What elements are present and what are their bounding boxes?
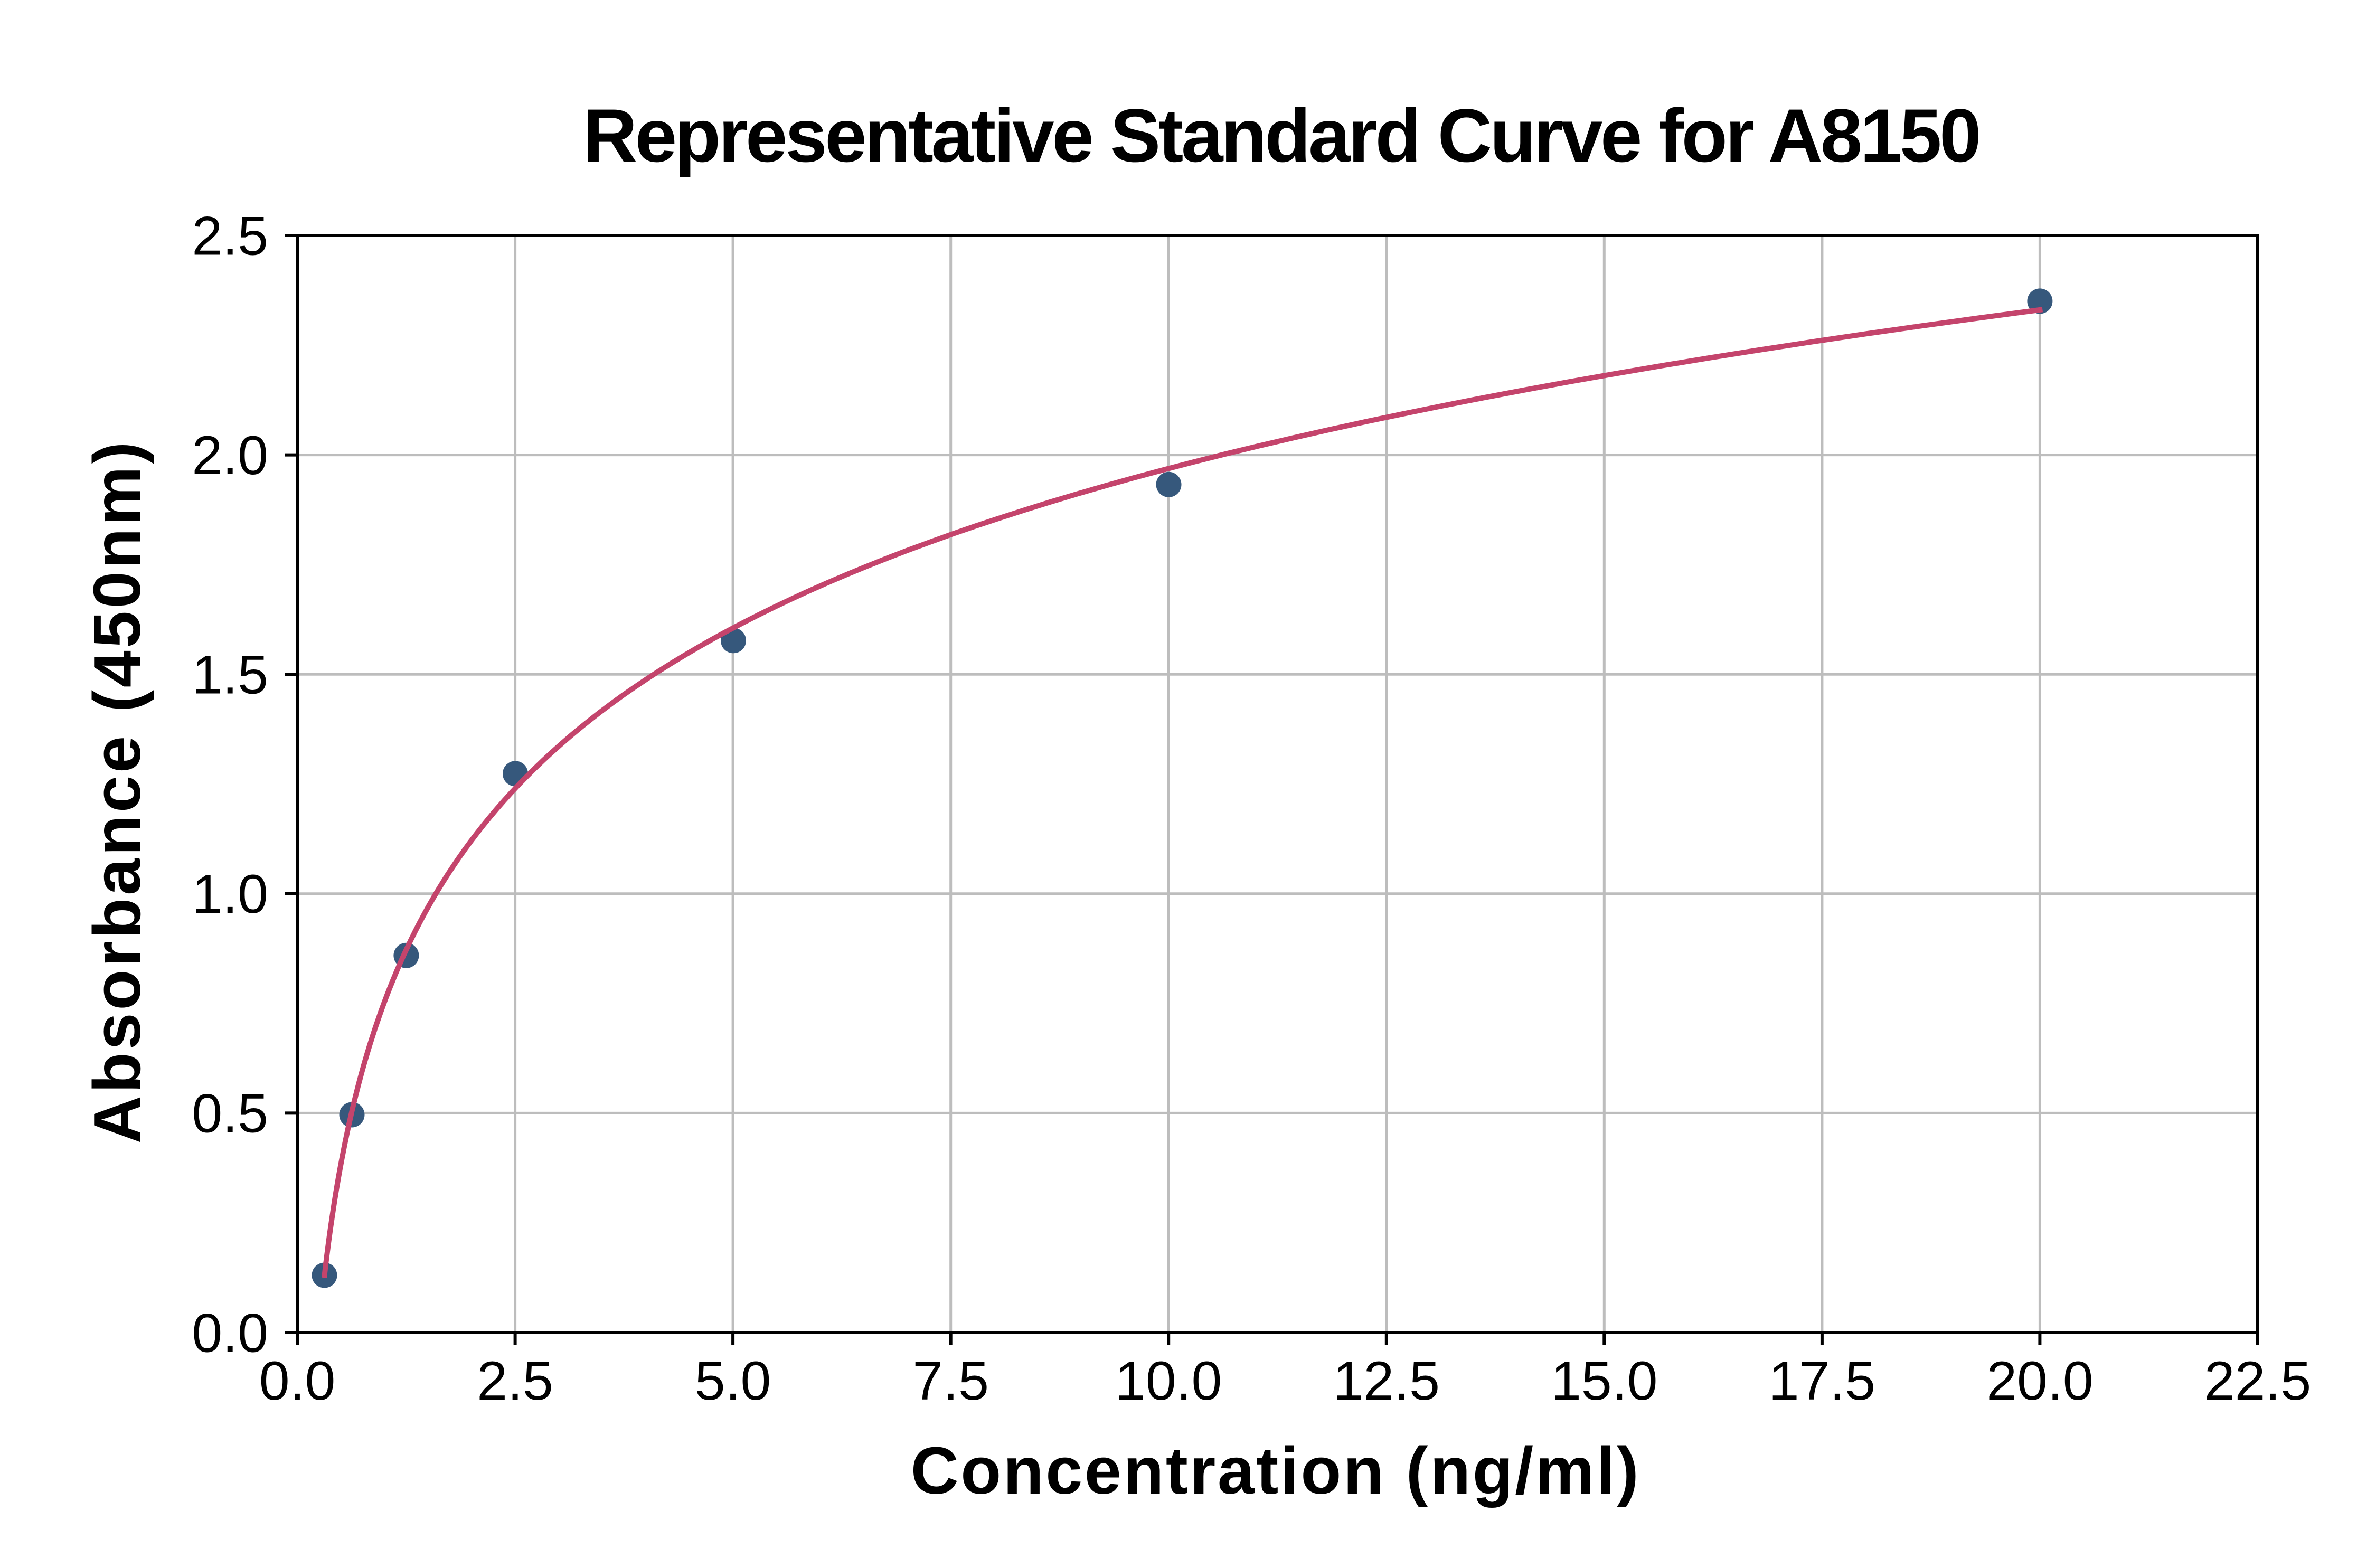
svg-text:Representative Standard Curve: Representative Standard Curve for A8150 — [583, 94, 1979, 178]
svg-text:7.5: 7.5 — [912, 1350, 989, 1412]
svg-text:2.0: 2.0 — [192, 425, 268, 486]
svg-text:0.5: 0.5 — [192, 1083, 268, 1145]
svg-text:10.0: 10.0 — [1115, 1350, 1222, 1412]
svg-text:0.0: 0.0 — [192, 1302, 268, 1364]
svg-text:22.5: 22.5 — [2204, 1350, 2311, 1412]
svg-text:2.5: 2.5 — [477, 1350, 553, 1412]
svg-text:15.0: 15.0 — [1551, 1350, 1657, 1412]
svg-text:2.5: 2.5 — [192, 205, 268, 267]
svg-text:17.5: 17.5 — [1769, 1350, 1875, 1412]
svg-text:12.5: 12.5 — [1333, 1350, 1440, 1412]
svg-text:Concentration (ng/ml): Concentration (ng/ml) — [911, 1433, 1640, 1508]
svg-text:0.0: 0.0 — [259, 1350, 336, 1412]
svg-text:1.0: 1.0 — [192, 864, 268, 925]
svg-text:1.5: 1.5 — [192, 645, 268, 706]
svg-text:5.0: 5.0 — [695, 1350, 771, 1412]
svg-text:Absorbance (450nm): Absorbance (450nm) — [80, 439, 154, 1144]
svg-text:20.0: 20.0 — [1986, 1350, 2093, 1412]
